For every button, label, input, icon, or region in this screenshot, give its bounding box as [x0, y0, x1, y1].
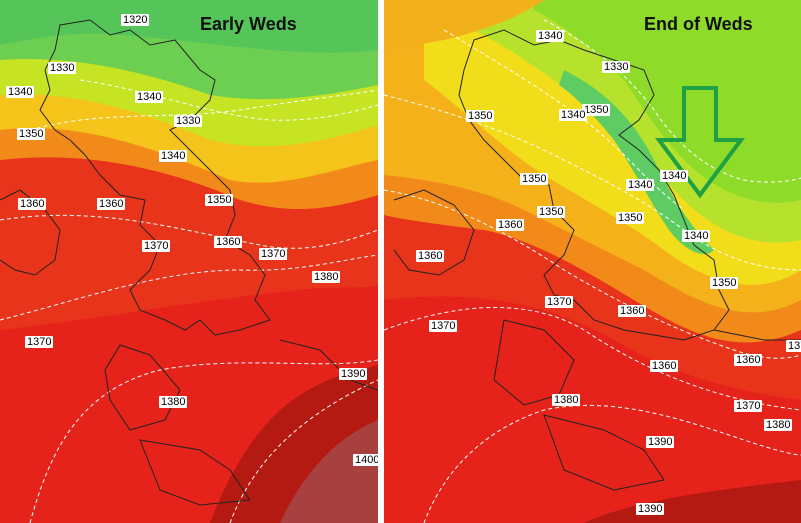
panel-title: End of Weds	[644, 14, 753, 34]
contour-label: 1350	[710, 277, 739, 289]
contour-label: 1400	[353, 454, 378, 466]
contour-label: 1330	[174, 115, 203, 127]
contour-label: 1390	[646, 436, 675, 448]
contour-label: 1380	[159, 396, 188, 408]
contour-label: 1340	[536, 30, 565, 42]
contour-label: 1360	[97, 198, 126, 210]
contour-label: 1340	[6, 86, 35, 98]
contour-label: 1370	[259, 248, 288, 260]
contour-label: 1370	[142, 240, 171, 252]
contour-label: 1390	[339, 368, 368, 380]
contour-label: 1360	[650, 360, 679, 372]
contour-label: 1340	[559, 109, 588, 121]
end-of-weds-map	[384, 0, 801, 523]
contour-label: 1350	[582, 104, 611, 116]
early-weds-map	[0, 0, 378, 523]
contour-label: 1360	[618, 305, 647, 317]
contour-label: 1350	[17, 128, 46, 140]
contour-label: 1380	[764, 419, 793, 431]
contour-label: 1360	[496, 219, 525, 231]
contour-label: 1340	[682, 230, 711, 242]
contour-label: 1370	[25, 336, 54, 348]
early-weds-panel: Early Weds 1320 1330 1340 1340 1330 1350…	[0, 0, 378, 523]
contour-label: 1360	[18, 198, 47, 210]
contour-label: 1350	[616, 212, 645, 224]
contour-label: 1370	[429, 320, 458, 332]
end-of-weds-panel: End of Weds 1340 1330 1350 1340 1350 135…	[384, 0, 801, 523]
contour-label: 1340	[159, 150, 188, 162]
contour-label: 1380	[552, 394, 581, 406]
contour-label: 1330	[602, 61, 631, 73]
contour-label: 1340	[135, 91, 164, 103]
contour-label: 1370	[545, 296, 574, 308]
contour-label: 1350	[205, 194, 234, 206]
contour-label: 1360	[416, 250, 445, 262]
contour-label: 1350	[537, 206, 566, 218]
contour-label: 1350	[520, 173, 549, 185]
contour-label: 1370	[786, 340, 801, 352]
arrow-icon	[655, 86, 745, 199]
contour-label: 1380	[312, 271, 341, 283]
contour-label: 1340	[660, 170, 689, 182]
contour-label: 1350	[466, 110, 495, 122]
panel-divider	[378, 0, 384, 523]
contour-label: 1320	[121, 14, 150, 26]
contour-label: 1330	[48, 62, 77, 74]
contour-label: 1360	[734, 354, 763, 366]
contour-label: 1370	[734, 400, 763, 412]
panel-title: Early Weds	[200, 14, 297, 34]
contour-label: 1340	[626, 179, 655, 191]
contour-label: 1360	[214, 236, 243, 248]
contour-label: 1390	[636, 503, 665, 515]
